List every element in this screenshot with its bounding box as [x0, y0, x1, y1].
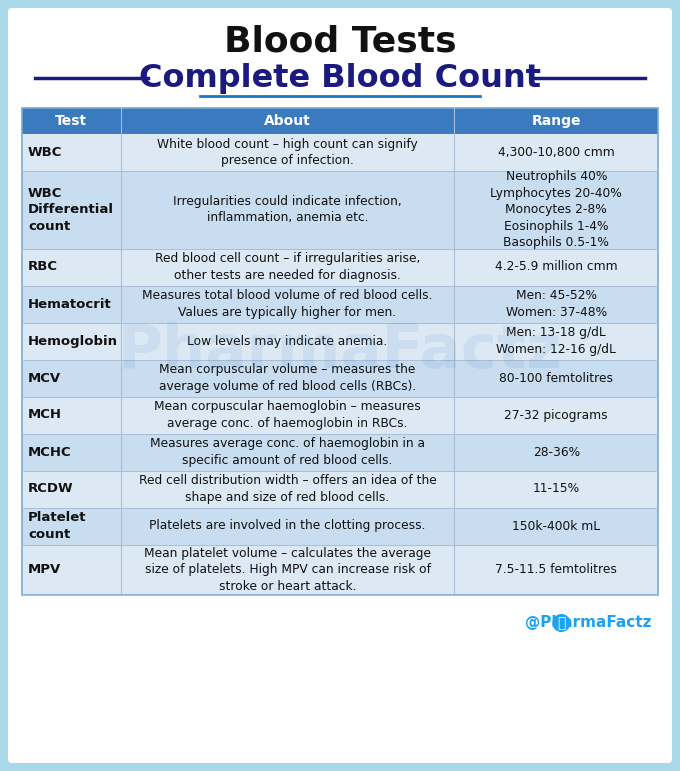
FancyBboxPatch shape	[22, 134, 658, 171]
FancyBboxPatch shape	[22, 108, 658, 134]
Text: RCDW: RCDW	[28, 483, 73, 496]
Text: Platelet
count: Platelet count	[28, 511, 86, 540]
FancyBboxPatch shape	[22, 396, 658, 433]
Text: PharmaFactz: PharmaFactz	[118, 322, 562, 381]
Text: Red cell distribution width – offers an idea of the
shape and size of red blood : Red cell distribution width – offers an …	[139, 474, 437, 503]
Text: Hematocrit: Hematocrit	[28, 298, 112, 311]
Text: WBC
Differential
count: WBC Differential count	[28, 187, 114, 233]
Text: RBC: RBC	[28, 261, 58, 274]
FancyBboxPatch shape	[22, 507, 658, 544]
FancyBboxPatch shape	[22, 544, 658, 595]
Text: Test: Test	[55, 114, 87, 128]
Text: Hemoglobin: Hemoglobin	[28, 335, 118, 348]
Text: MPV: MPV	[28, 564, 61, 576]
Text: Neutrophils 40%
Lymphocytes 20-40%
Monocytes 2-8%
Eosinophils 1-4%
Basophils 0.5: Neutrophils 40% Lymphocytes 20-40% Monoc…	[490, 170, 622, 249]
Text: @PharmaFactz: @PharmaFactz	[526, 615, 652, 631]
Text: 🐦: 🐦	[557, 616, 566, 630]
Text: Mean corpuscular volume – measures the
average volume of red blood cells (RBCs).: Mean corpuscular volume – measures the a…	[159, 363, 416, 392]
Text: MCV: MCV	[28, 372, 61, 385]
Text: MCH: MCH	[28, 409, 62, 422]
Text: 150k-400k mL: 150k-400k mL	[512, 520, 600, 533]
Text: Measures average conc. of haemoglobin in a
specific amount of red blood cells.: Measures average conc. of haemoglobin in…	[150, 437, 425, 466]
FancyBboxPatch shape	[8, 8, 672, 763]
Circle shape	[552, 614, 571, 632]
Text: About: About	[264, 114, 311, 128]
Text: Irregularities could indicate infection,
inflammation, anemia etc.: Irregularities could indicate infection,…	[173, 195, 402, 224]
Text: Low levels may indicate anemia.: Low levels may indicate anemia.	[188, 335, 388, 348]
Text: Measures total blood volume of red blood cells.
Values are typically higher for : Measures total blood volume of red blood…	[142, 289, 432, 318]
Text: Platelets are involved in the clotting process.: Platelets are involved in the clotting p…	[150, 520, 426, 533]
Text: Complete Blood Count: Complete Blood Count	[139, 62, 541, 93]
Text: 80-100 femtolitres: 80-100 femtolitres	[499, 372, 613, 385]
FancyBboxPatch shape	[22, 285, 658, 322]
FancyBboxPatch shape	[22, 171, 658, 248]
Text: 4,300-10,800 cmm: 4,300-10,800 cmm	[498, 146, 615, 159]
FancyBboxPatch shape	[22, 359, 658, 396]
Text: 7.5-11.5 femtolitres: 7.5-11.5 femtolitres	[495, 564, 617, 576]
Text: Men: 45-52%
Women: 37-48%: Men: 45-52% Women: 37-48%	[506, 289, 607, 318]
Text: Men: 13-18 g/dL
Women: 12-16 g/dL: Men: 13-18 g/dL Women: 12-16 g/dL	[496, 326, 616, 355]
Text: MCHC: MCHC	[28, 446, 71, 459]
FancyBboxPatch shape	[22, 470, 658, 507]
Text: 28-36%: 28-36%	[532, 446, 580, 459]
Text: 4.2-5.9 million cmm: 4.2-5.9 million cmm	[495, 261, 617, 274]
Text: 11-15%: 11-15%	[532, 483, 580, 496]
Text: Blood Tests: Blood Tests	[224, 25, 456, 59]
Text: 27-32 picograms: 27-32 picograms	[505, 409, 608, 422]
Text: Mean corpuscular haemoglobin – measures
average conc. of haemoglobin in RBCs.: Mean corpuscular haemoglobin – measures …	[154, 400, 421, 429]
Text: White blood count – high count can signify
presence of infection.: White blood count – high count can signi…	[157, 138, 418, 167]
Text: Mean platelet volume – calculates the average
size of platelets. High MPV can in: Mean platelet volume – calculates the av…	[144, 547, 431, 593]
Text: WBC: WBC	[28, 146, 63, 159]
FancyBboxPatch shape	[22, 248, 658, 285]
Text: Range: Range	[532, 114, 581, 128]
FancyBboxPatch shape	[22, 322, 658, 359]
Text: Red blood cell count – if irregularities arise,
other tests are needed for diagn: Red blood cell count – if irregularities…	[155, 252, 420, 281]
FancyBboxPatch shape	[22, 433, 658, 470]
